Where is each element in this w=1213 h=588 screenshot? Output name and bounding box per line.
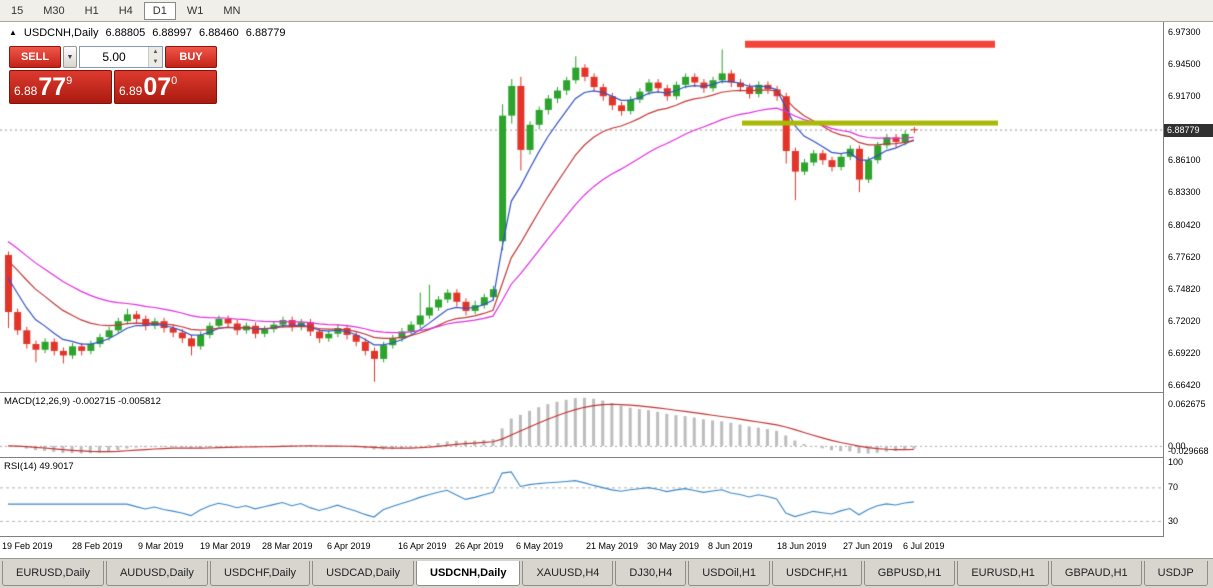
panel-separator[interactable]	[0, 392, 1213, 393]
time-axis-tick: 9 Mar 2019	[138, 541, 184, 551]
buy-button[interactable]: BUY	[165, 46, 217, 68]
sell-price-point: 9	[66, 75, 73, 87]
chart-tab-eurusd-daily[interactable]: EURUSD,Daily	[2, 561, 104, 586]
chart-tab-gbpaud-h1[interactable]: GBPAUD,H1	[1050, 561, 1142, 586]
volume-value[interactable]: 5.00	[102, 50, 126, 64]
time-axis-tick: 27 Jun 2019	[843, 541, 893, 551]
volume-increase-icon[interactable]: ▲	[149, 47, 162, 57]
ohlc-info-line: ▲ USDCNH,Daily 6.88805 6.88997 6.88460 6…	[9, 27, 286, 39]
price-axis-label: 6.69220	[1168, 347, 1201, 358]
time-axis-tick: 28 Mar 2019	[262, 541, 313, 551]
volume-stepper: ▲ ▼	[148, 47, 162, 67]
time-axis-tick: 21 May 2019	[586, 541, 639, 551]
rsi-axis-label: 30	[1168, 515, 1179, 526]
chart-tab-usdoil-h1[interactable]: USDOil,H1	[688, 561, 770, 586]
time-axis-tick: 6 Apr 2019	[327, 541, 371, 551]
buy-price-button[interactable]: 6.89 07 0	[114, 70, 217, 104]
timeframe-button-d1[interactable]: D1	[143, 1, 176, 20]
ohlc-high: 6.88997	[152, 27, 193, 39]
sell-price-pips: 77	[38, 73, 67, 101]
macd-label: MACD(12,26,9) -0.002715 -0.005812	[4, 396, 161, 407]
time-axis-tick: 30 May 2019	[647, 541, 700, 551]
current-price-badge: 6.88779	[1164, 123, 1213, 137]
macd-indicator-canvas[interactable]	[0, 393, 1163, 457]
price-axis-label: 6.72020	[1168, 315, 1201, 326]
price-axis-label: 6.94500	[1168, 59, 1201, 70]
panel-separator[interactable]	[0, 457, 1213, 458]
rsi-axis-label: 70	[1168, 482, 1179, 493]
timeframe-button-w1[interactable]: W1	[186, 4, 204, 17]
chart-tab-xauusd-h4[interactable]: XAUUSD,H4	[522, 561, 614, 586]
time-axis-tick: 28 Feb 2019	[72, 541, 123, 551]
price-axis-label: 6.86100	[1168, 155, 1201, 166]
timeframe-button-h1[interactable]: H1	[84, 4, 99, 17]
collapse-one-click-icon[interactable]: ▲	[9, 28, 17, 37]
sell-price-base: 6.88	[14, 84, 38, 98]
buy-price-point: 0	[171, 75, 178, 87]
one-click-price-row: 6.88 77 9 6.89 07 0	[9, 70, 217, 104]
volume-input[interactable]: 5.00 ▲ ▼	[79, 46, 163, 68]
ohlc-low: 6.88460	[199, 27, 239, 39]
time-axis-tick: 19 Mar 2019	[200, 541, 251, 551]
time-axis[interactable]: 19 Feb 2019 28 Feb 2019 9 Mar 2019 19 Mar 2…	[0, 537, 1213, 558]
price-axis-label: 6.80420	[1168, 220, 1201, 231]
chart-tab-usdcnh-daily[interactable]: USDCNH,Daily	[416, 561, 521, 586]
price-axis-label: 6.77620	[1168, 252, 1201, 263]
buy-price-base: 6.89	[119, 84, 143, 98]
price-axis-label: 6.83300	[1168, 187, 1201, 198]
one-click-trading-widget: SELL ▼ 5.00 ▲ ▼ BUY 6.88 77 9 6.89 07 0	[9, 46, 217, 104]
price-axis[interactable]: 0.062675 0.00 -0.029668 100 70 30 6.97300 6.945…	[1163, 22, 1213, 537]
chart-tab-usdcad-daily[interactable]: USDCAD,Daily	[312, 561, 415, 586]
chart-tab-usdchf-h1[interactable]: USDCHF,H1	[772, 561, 862, 586]
chart-tab-audusd-daily[interactable]: AUDUSD,Daily	[105, 561, 208, 586]
panel-separator	[0, 536, 1213, 537]
ohlc-close: 6.88779	[245, 27, 286, 39]
macd-axis-label: 0.062675	[1168, 399, 1206, 409]
chart-symbol-label: USDCNH,Daily	[23, 27, 99, 39]
time-axis-tick: 18 Jun 2019	[777, 541, 827, 551]
chart-tab-eurusd-h1[interactable]: EURUSD,H1	[957, 561, 1049, 586]
time-axis-tick: 26 Apr 2019	[455, 541, 504, 551]
rsi-label: RSI(14) 49.9017	[4, 461, 74, 472]
sell-button[interactable]: SELL	[9, 46, 61, 68]
timeframe-button-h4[interactable]: H4	[118, 4, 133, 17]
volume-decrease-icon[interactable]: ▼	[149, 57, 162, 67]
chart-tab-dj30-h4[interactable]: DJ30,H4	[615, 561, 687, 586]
sell-price-button[interactable]: 6.88 77 9	[9, 70, 112, 104]
volume-dropdown-icon[interactable]: ▼	[63, 46, 77, 68]
chart-tabs-bar: EURUSD,Daily AUDUSD,Daily USDCHF,Daily USDC…	[0, 558, 1213, 588]
one-click-order-row: SELL ▼ 5.00 ▲ ▼ BUY	[9, 46, 217, 68]
time-axis-tick: 16 Apr 2019	[398, 541, 447, 551]
price-axis-label: 6.74820	[1168, 283, 1201, 294]
timeframe-toolbar: 15 M30 H1 H4 D1 W1 MN	[0, 0, 1213, 22]
rsi-indicator-canvas[interactable]	[0, 458, 1163, 536]
time-axis-tick: 6 Jul 2019	[903, 541, 945, 551]
time-axis-tick: 19 Feb 2019	[2, 541, 53, 551]
buy-price-pips: 07	[143, 73, 172, 101]
time-axis-tick: 8 Jun 2019	[708, 541, 753, 551]
macd-axis-label: 0.00	[1168, 440, 1186, 451]
macd-axis-label: -0.029668	[1168, 446, 1209, 456]
chart-tab-usdchf-daily[interactable]: USDCHF,Daily	[209, 561, 311, 586]
timeframe-button-m30[interactable]: M30	[43, 4, 65, 17]
price-axis-label: 6.66420	[1168, 379, 1201, 390]
timeframe-button-mn[interactable]: MN	[223, 4, 241, 17]
chart-tab-gbpusd-h1[interactable]: GBPUSD,H1	[863, 561, 956, 586]
timeframe-button-15[interactable]: 15	[11, 4, 24, 17]
chart-tab-usdjp[interactable]: USDJP	[1143, 561, 1208, 586]
time-axis-tick: 6 May 2019	[516, 541, 564, 551]
price-axis-label: 6.97300	[1168, 27, 1201, 38]
price-axis-label: 6.91700	[1168, 91, 1201, 102]
ohlc-open: 6.88805	[105, 27, 146, 39]
rsi-axis-label: 100	[1168, 457, 1184, 468]
